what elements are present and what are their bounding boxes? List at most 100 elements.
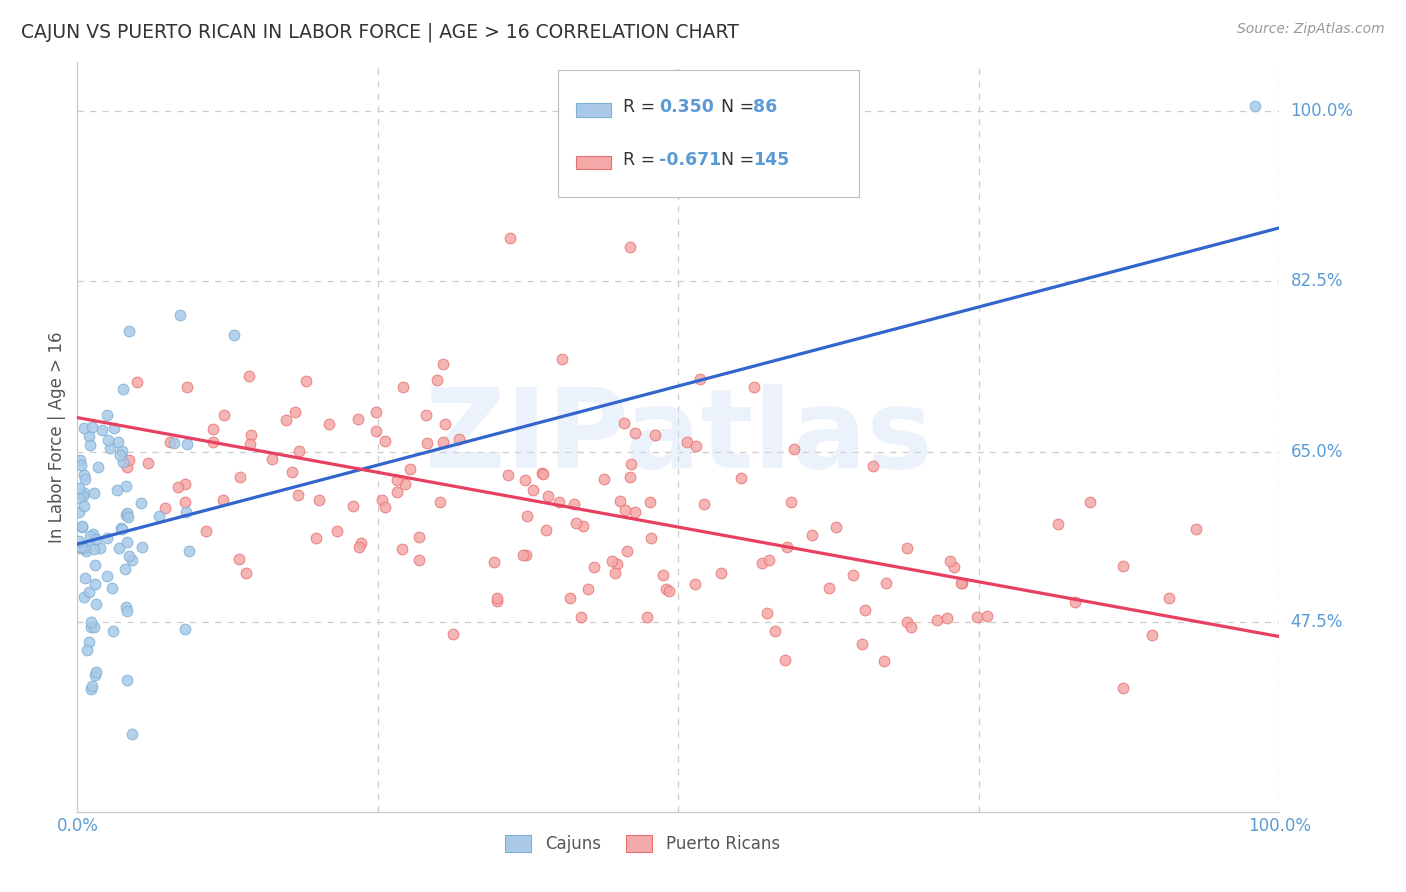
- Point: [115, 535, 138, 549]
- Point: [730, 470, 752, 484]
- Point: [1112, 558, 1135, 573]
- Point: [114, 561, 136, 575]
- Point: [374, 500, 396, 515]
- Point: [609, 494, 631, 508]
- Point: [1080, 494, 1102, 508]
- Point: [449, 432, 471, 446]
- Point: [84, 667, 107, 681]
- Point: [432, 435, 454, 450]
- Point: [229, 470, 252, 484]
- Point: [1244, 99, 1267, 113]
- Point: [83, 485, 105, 500]
- Point: [516, 509, 538, 524]
- Point: [1140, 628, 1163, 642]
- Text: ZIPatlas: ZIPatlas: [425, 384, 932, 491]
- Text: 65.0%: 65.0%: [1291, 442, 1343, 460]
- Text: Source: ZipAtlas.com: Source: ZipAtlas.com: [1237, 22, 1385, 37]
- Point: [862, 459, 884, 474]
- Point: [105, 483, 128, 497]
- Point: [640, 531, 662, 545]
- Text: 47.5%: 47.5%: [1291, 613, 1343, 631]
- Point: [70, 540, 93, 554]
- Point: [72, 489, 94, 503]
- Point: [96, 408, 118, 422]
- Point: [117, 509, 139, 524]
- Point: [755, 606, 778, 620]
- Point: [624, 426, 647, 441]
- Point: [117, 453, 139, 467]
- Point: [613, 417, 636, 431]
- Point: [167, 480, 190, 494]
- Text: 86: 86: [752, 98, 778, 116]
- Point: [751, 557, 773, 571]
- Point: [600, 554, 623, 568]
- Point: [1185, 522, 1208, 536]
- Point: [939, 554, 962, 568]
- Point: [638, 495, 661, 509]
- Point: [84, 558, 107, 573]
- Point: [364, 424, 387, 438]
- Point: [174, 623, 197, 637]
- Point: [950, 575, 973, 590]
- Point: [576, 582, 599, 596]
- Point: [111, 522, 134, 536]
- Point: [96, 568, 118, 582]
- Point: [107, 541, 129, 555]
- Point: [433, 417, 456, 431]
- Point: [624, 505, 647, 519]
- Point: [818, 582, 841, 596]
- Point: [496, 467, 519, 482]
- Point: [534, 523, 557, 537]
- Point: [67, 481, 90, 495]
- Point: [603, 566, 626, 580]
- Point: [775, 652, 797, 666]
- Point: [127, 375, 149, 389]
- Text: CAJUN VS PUERTO RICAN IN LABOR FORCE | AGE > 16 CORRELATION CHART: CAJUN VS PUERTO RICAN IN LABOR FORCE | A…: [21, 22, 740, 42]
- Point: [685, 439, 707, 453]
- Text: N =: N =: [721, 151, 755, 169]
- Point: [825, 519, 848, 533]
- Point: [96, 531, 118, 545]
- FancyBboxPatch shape: [576, 156, 610, 169]
- Point: [111, 455, 134, 469]
- Point: [280, 465, 302, 479]
- Point: [73, 541, 96, 556]
- Point: [583, 560, 606, 574]
- Point: [499, 230, 522, 244]
- Point: [79, 438, 101, 452]
- Point: [562, 497, 585, 511]
- Point: [174, 506, 197, 520]
- Point: [240, 427, 263, 442]
- Point: [620, 457, 643, 471]
- Point: [73, 421, 96, 435]
- Point: [239, 437, 262, 451]
- Point: [742, 380, 765, 394]
- Point: [75, 544, 97, 558]
- Point: [70, 458, 93, 473]
- Point: [486, 591, 509, 605]
- Point: [163, 435, 186, 450]
- Point: [83, 619, 105, 633]
- Point: [853, 603, 876, 617]
- Point: [851, 637, 873, 651]
- Point: [486, 594, 509, 608]
- Y-axis label: In Labor Force | Age > 16: In Labor Force | Age > 16: [48, 331, 66, 543]
- Text: 0.350: 0.350: [659, 98, 714, 116]
- Point: [77, 584, 100, 599]
- Text: 100.0%: 100.0%: [1291, 102, 1354, 120]
- Point: [67, 533, 90, 548]
- Point: [222, 327, 245, 342]
- Point: [107, 435, 129, 450]
- Point: [896, 541, 918, 555]
- Point: [875, 576, 897, 591]
- Point: [287, 444, 309, 458]
- Point: [619, 240, 641, 254]
- Point: [758, 553, 780, 567]
- Point: [89, 541, 111, 555]
- Point: [399, 461, 422, 475]
- Point: [537, 489, 560, 503]
- Point: [900, 620, 922, 634]
- Point: [551, 351, 574, 366]
- Point: [304, 531, 326, 545]
- Point: [201, 422, 224, 436]
